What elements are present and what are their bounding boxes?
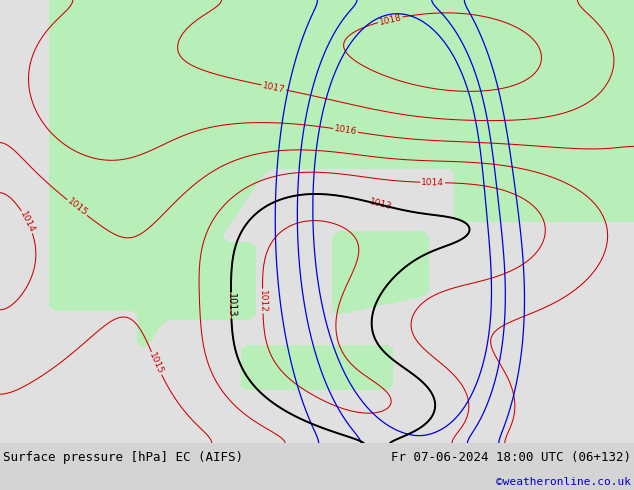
Text: 1017: 1017 [262, 81, 286, 94]
Text: 1015: 1015 [65, 197, 89, 219]
Text: 1016: 1016 [333, 124, 358, 137]
Text: ©weatheronline.co.uk: ©weatheronline.co.uk [496, 477, 631, 487]
Text: 1014: 1014 [18, 210, 37, 234]
Text: 1012: 1012 [258, 290, 268, 313]
Text: 1014: 1014 [421, 178, 444, 187]
Text: 1015: 1015 [148, 351, 165, 376]
Text: 1013: 1013 [226, 293, 236, 318]
Text: Fr 07-06-2024 18:00 UTC (06+132): Fr 07-06-2024 18:00 UTC (06+132) [391, 451, 631, 464]
Text: 1013: 1013 [368, 197, 392, 212]
Text: 1018: 1018 [378, 13, 403, 26]
Text: Surface pressure [hPa] EC (AIFS): Surface pressure [hPa] EC (AIFS) [3, 451, 243, 464]
